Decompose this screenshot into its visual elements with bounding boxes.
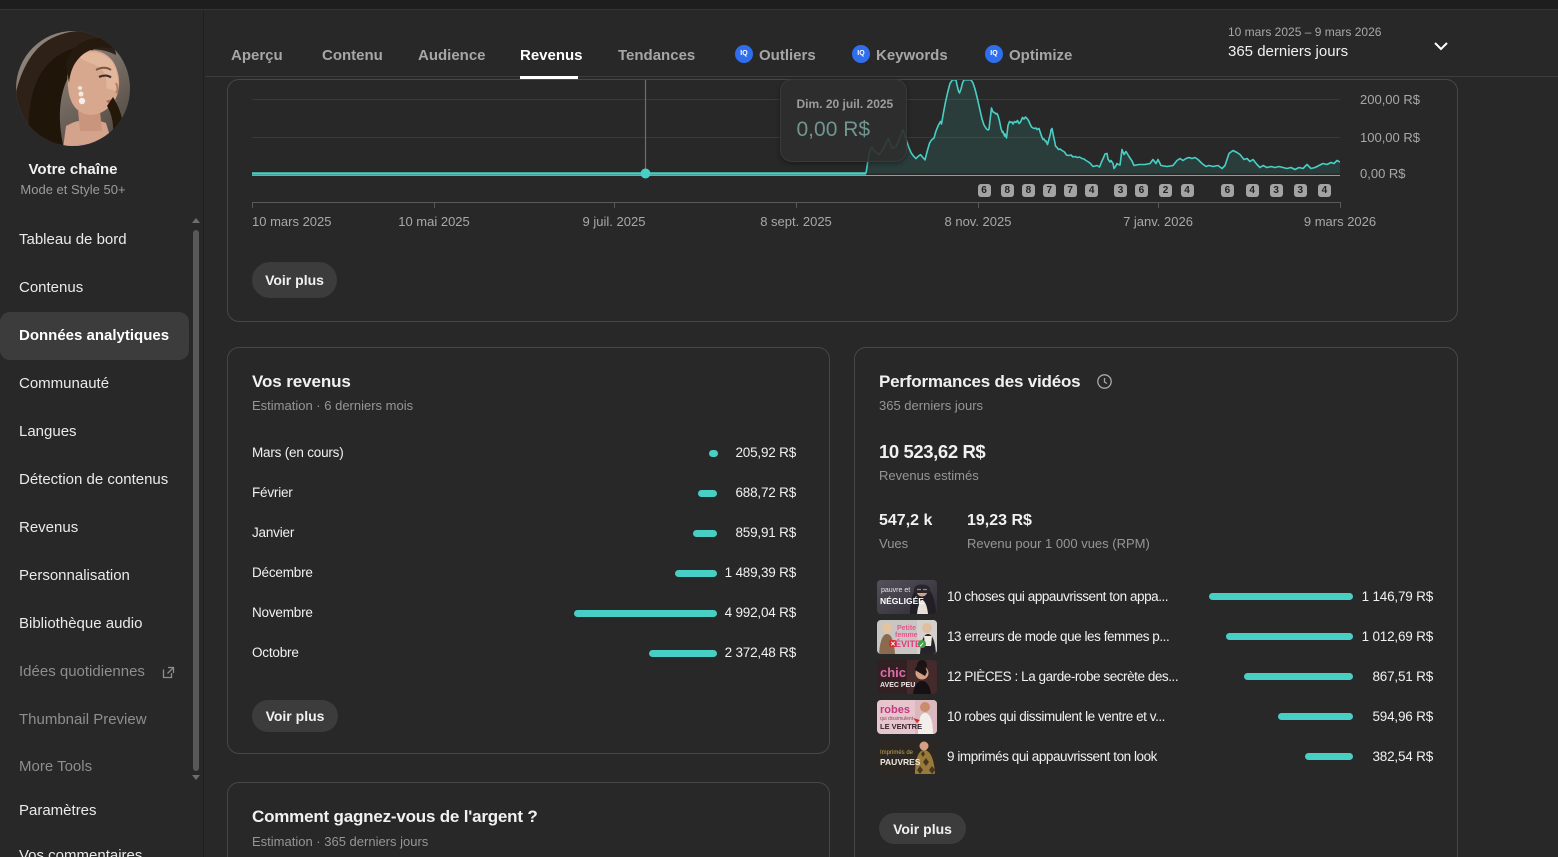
svg-text:✓: ✓ [919,642,924,649]
svg-text:ÉVITE: ÉVITE [895,639,921,649]
svg-text:NÉGLIGÉE: NÉGLIGÉE [880,596,924,606]
svg-text:PAUVRES: PAUVRES [880,757,921,767]
svg-text:Petite: Petite [897,625,916,632]
svg-text:qui dissimulent: qui dissimulent [880,716,914,722]
svg-text:chic: chic [880,665,906,680]
svg-text:femme: femme [895,632,918,639]
svg-text:AVEC PEU: AVEC PEU [880,682,915,689]
svg-text:pauvre et: pauvre et [881,587,910,594]
svg-text:LE VENTRE: LE VENTRE [880,722,922,731]
svg-text:✕: ✕ [890,641,896,648]
svg-text:Imprimés de: Imprimés de [880,750,914,756]
svg-text:robes: robes [880,704,910,716]
